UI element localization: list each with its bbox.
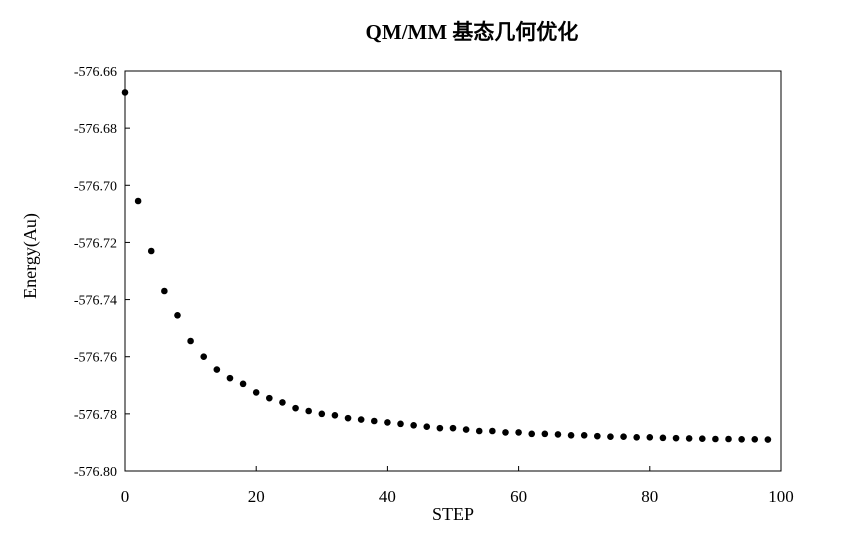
data-point (239, 380, 247, 388)
data-point (607, 433, 614, 441)
data-point (764, 436, 772, 443)
data-point (725, 435, 732, 443)
y-tick-label: -576.76 (74, 351, 117, 366)
data-point (200, 353, 208, 361)
data-point (410, 421, 417, 429)
data-point (344, 414, 352, 422)
x-tick-label: 60 (510, 487, 527, 506)
y-tick-label: -576.74 (74, 294, 117, 309)
data-point (318, 410, 326, 418)
data-point (423, 423, 431, 431)
data-point (712, 435, 719, 443)
data-point (331, 411, 339, 419)
data-point (489, 427, 496, 435)
data-point (397, 420, 404, 428)
data-point (698, 435, 706, 443)
plot-area-frame (124, 70, 782, 472)
y-axis-label: Energy(Au) (20, 213, 41, 299)
y-tick-label: -576.70 (74, 179, 117, 194)
y-tick-label: -576.78 (74, 408, 117, 423)
data-point (462, 426, 470, 433)
x-axis-label: STEP (432, 504, 474, 524)
x-tick-label: 80 (641, 487, 658, 506)
data-point (502, 429, 509, 436)
data-point (187, 337, 194, 345)
y-tick-label: -576.68 (74, 122, 117, 137)
data-point (305, 407, 312, 415)
data-point (226, 374, 234, 382)
data-point (751, 435, 759, 443)
data-point (541, 430, 549, 438)
data-point (357, 416, 365, 423)
data-point (672, 434, 680, 442)
chart-title: QM/MM 基态几何优化 (366, 20, 579, 44)
data-point (554, 431, 562, 438)
data-point (213, 366, 221, 373)
data-point (147, 247, 155, 255)
data-point (121, 89, 129, 96)
data-point (266, 394, 273, 402)
x-tick-label: 100 (768, 487, 794, 506)
data-point (567, 431, 575, 439)
data-point (620, 433, 627, 441)
y-axis-ticks: -576.66 -576.68 -576.70 -576.72 -576.74 -576.… (74, 65, 130, 480)
data-point (659, 434, 667, 442)
data-point (515, 429, 522, 436)
x-tick-label: 20 (248, 487, 265, 506)
x-tick-label: 0 (121, 487, 130, 506)
data-point (685, 435, 693, 442)
data-point (580, 431, 588, 439)
data-point (475, 427, 483, 435)
data-point (449, 424, 457, 432)
data-point (279, 399, 286, 406)
data-point (174, 311, 181, 319)
data-point (292, 404, 299, 412)
data-point (738, 435, 745, 443)
data-point (252, 389, 260, 396)
data-point (134, 197, 142, 205)
y-tick-label: -576.66 (74, 65, 117, 80)
y-tick-label: -576.72 (74, 236, 117, 251)
x-tick-label: 40 (379, 487, 396, 506)
data-point (528, 430, 536, 438)
x-axis-ticks: 0 20 40 60 80 100 (121, 466, 794, 506)
data-point (436, 424, 444, 432)
data-point (161, 287, 168, 295)
data-point (646, 433, 654, 441)
data-point (633, 433, 640, 441)
data-point (370, 417, 378, 425)
y-tick-label: -576.80 (74, 465, 117, 480)
data-point (384, 419, 391, 426)
data-points (121, 89, 772, 443)
data-point (594, 432, 601, 440)
